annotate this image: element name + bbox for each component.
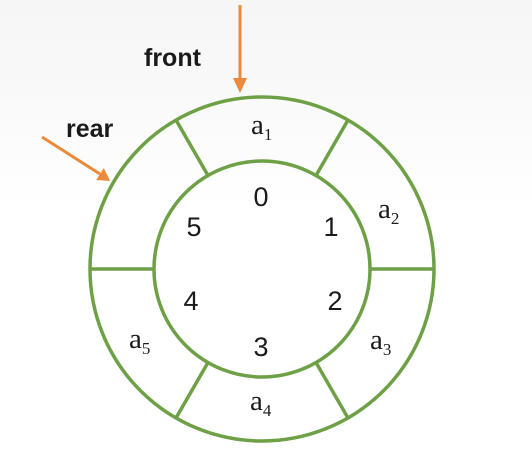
cell-a4: a4 bbox=[250, 385, 272, 420]
cell-a1: a1 bbox=[251, 109, 272, 144]
index-1: 1 bbox=[323, 212, 338, 242]
divider-0-1 bbox=[314, 119, 350, 177]
front-label: front bbox=[144, 44, 202, 72]
divider-3-4 bbox=[174, 361, 210, 419]
divider-2-3 bbox=[314, 361, 350, 419]
index-0: 0 bbox=[253, 182, 268, 212]
index-5: 5 bbox=[186, 212, 201, 242]
divider-5-0 bbox=[174, 119, 210, 177]
cell-a3: a3 bbox=[370, 324, 391, 359]
index-2: 2 bbox=[327, 286, 342, 316]
front-pointer: front bbox=[144, 5, 247, 93]
index-4: 4 bbox=[183, 286, 198, 316]
front-arrow-head bbox=[233, 78, 247, 93]
rear-arrow-head bbox=[96, 168, 110, 181]
cell-a5: a5 bbox=[129, 323, 150, 358]
rear-arrow-shaft bbox=[41, 135, 101, 176]
rear-label: rear bbox=[66, 115, 114, 143]
cell-a2: a2 bbox=[378, 193, 399, 228]
rear-pointer: rear bbox=[41, 115, 114, 181]
index-3: 3 bbox=[253, 332, 268, 362]
